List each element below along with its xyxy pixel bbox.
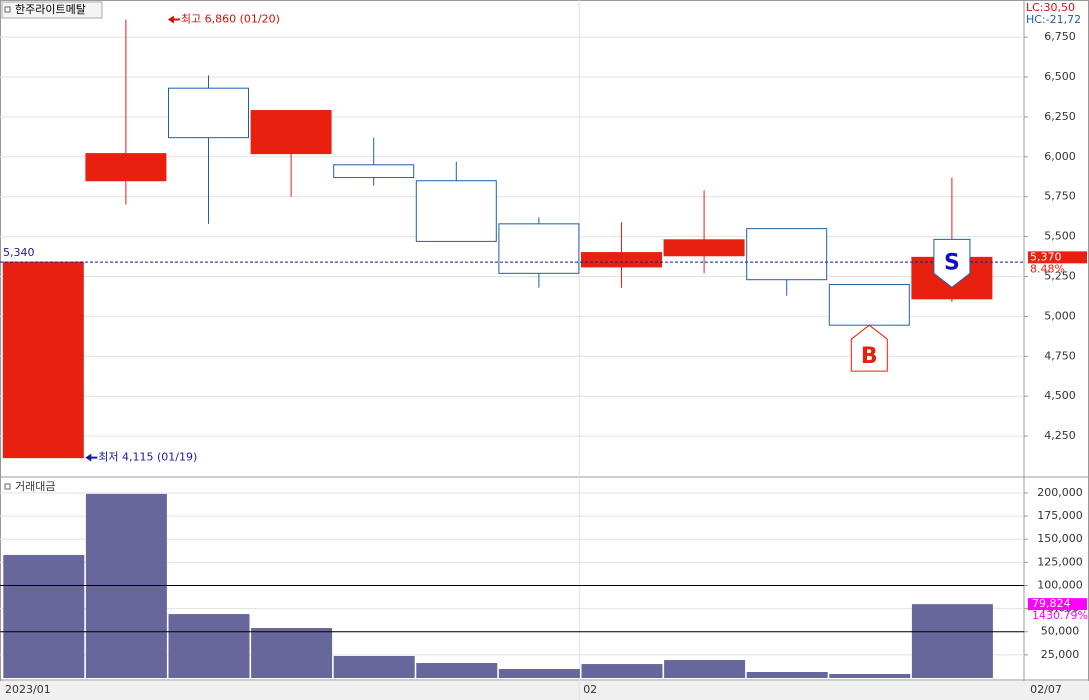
annotation: 최저 4,115 (01/19) [98, 451, 197, 464]
value-tag [1028, 598, 1087, 611]
y-tick-label: 4,500 [1044, 389, 1076, 402]
indicator: HC:-21,72 [1026, 13, 1081, 26]
candle-body [85, 153, 167, 182]
signal-marker [850, 324, 888, 372]
bar [3, 554, 85, 678]
chart-title: 거래대금 [15, 480, 55, 493]
price-tag-label: 5,370 [1030, 250, 1062, 263]
title-icon [4, 6, 11, 13]
candle-body [415, 180, 497, 242]
y-tick-label: 5,250 [1044, 270, 1076, 283]
candle-body [333, 164, 415, 179]
annotation-arrow [167, 15, 180, 24]
annotation-arrow [85, 453, 98, 462]
candle-body [168, 87, 249, 139]
y-tick-label: 6,250 [1044, 110, 1076, 123]
candle-body [828, 283, 910, 326]
y-tick-label: 100,000 [1037, 578, 1083, 591]
y-tick-label: 150,000 [1037, 532, 1083, 545]
bar [498, 669, 580, 678]
x-tick-label: 2023/01 [5, 683, 51, 696]
y-tick-label: 50,000 [1041, 625, 1080, 638]
signal-label: B [861, 344, 878, 369]
value-tag-label: 79,824 [1032, 597, 1071, 610]
y-tick-label: 6,500 [1044, 70, 1076, 83]
signal-marker [933, 238, 971, 288]
x-tick-label: 02 [583, 683, 597, 696]
bar [829, 674, 911, 678]
price-tag [1028, 251, 1087, 264]
y-tick-label: 6,750 [1044, 30, 1076, 43]
y-tick-label: 4,750 [1044, 349, 1076, 362]
y-tick-label: 175,000 [1037, 509, 1083, 522]
bar [251, 628, 333, 678]
bar [911, 604, 993, 678]
candle-body [250, 110, 332, 155]
annotation: 최고 6,860 (01/20) [181, 13, 280, 26]
change-label: 8.48% [1030, 262, 1065, 275]
y-tick-label: 5,500 [1044, 230, 1076, 243]
bar [746, 671, 828, 678]
change-label: 1430.79% [1032, 609, 1088, 622]
y-tick-label: 6,000 [1044, 150, 1076, 163]
candle-body [663, 239, 745, 257]
title-box [1, 1, 103, 19]
signal-label: S [944, 250, 960, 275]
y-tick-label: 5,750 [1044, 190, 1076, 203]
bar [581, 664, 663, 678]
ref-label: 5,340 [3, 246, 35, 259]
x-tick-label: 02/07 [1030, 683, 1062, 696]
indicator: LC:30,50 [1026, 1, 1075, 14]
bar [168, 614, 250, 678]
y-tick-label: 5,000 [1044, 309, 1076, 322]
y-tick-label: 4,250 [1044, 429, 1076, 442]
bar [416, 663, 498, 678]
y-tick-label: 125,000 [1037, 555, 1083, 568]
y-tick-label: 200,000 [1037, 486, 1083, 499]
candle-body [498, 223, 580, 274]
bar [333, 655, 415, 678]
candle-body [2, 261, 84, 459]
title-icon [4, 483, 11, 490]
candle-body [746, 228, 828, 281]
bar [664, 660, 746, 678]
y-tick-label: 25,000 [1041, 648, 1080, 661]
candle-body [581, 252, 662, 268]
chart-title: 한주라이트메탈 [15, 3, 86, 16]
x-axis-bg [0, 681, 1089, 700]
